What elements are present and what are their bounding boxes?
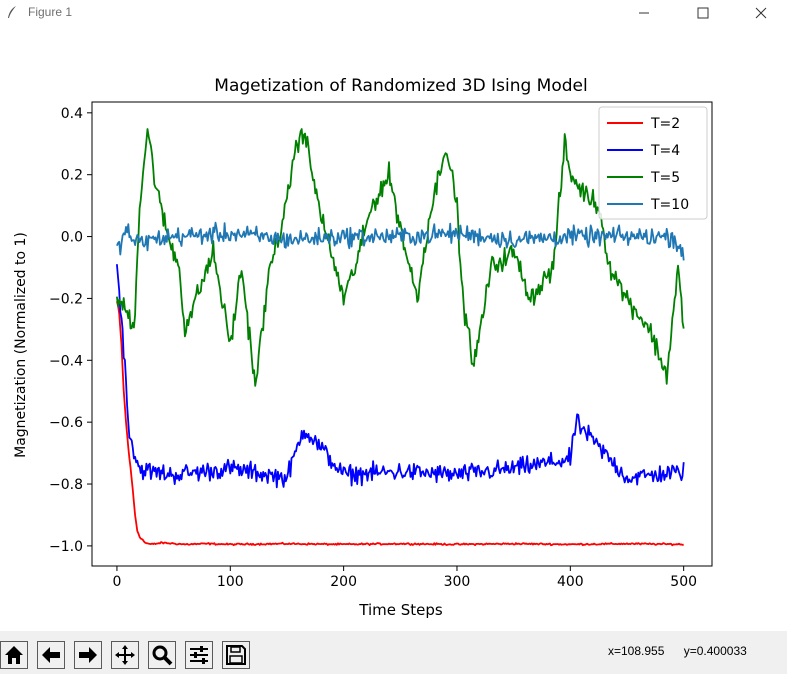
x-tick-label: 100 xyxy=(217,574,244,590)
chart: Magetization of Randomized 3D Ising Mode… xyxy=(13,76,713,619)
zoom-button[interactable] xyxy=(148,641,176,669)
save-icon xyxy=(226,645,246,665)
x-tick-label: 300 xyxy=(444,574,471,590)
series-line-t4 xyxy=(116,264,685,489)
forward-button[interactable] xyxy=(74,641,102,669)
legend-label: T=10 xyxy=(650,197,689,213)
series-line-t10 xyxy=(116,221,685,261)
pan-icon xyxy=(115,645,135,665)
figure-canvas[interactable]: Magetization of Randomized 3D Ising Mode… xyxy=(0,26,787,631)
y-tick-label: −1.0 xyxy=(49,539,83,555)
feather-app-icon xyxy=(8,6,16,18)
navigation-toolbar: x=108.955 y=0.400033 xyxy=(0,631,787,674)
home-icon xyxy=(5,646,23,664)
configure-subplots-icon xyxy=(190,646,208,664)
legend-label: T=4 xyxy=(650,143,680,159)
close-icon xyxy=(755,7,767,19)
series-line-t5 xyxy=(116,128,685,387)
plot-frame xyxy=(91,101,713,567)
home-button[interactable] xyxy=(0,641,28,669)
x-tick-label: 500 xyxy=(670,574,697,590)
y-tick-label: 0.4 xyxy=(61,106,83,122)
x-tick-label: 400 xyxy=(557,574,584,590)
cursor-coordinates: x=108.955 y=0.400033 xyxy=(608,644,747,658)
window-titlebar: Figure 1 xyxy=(0,0,787,26)
y-tick-label: 0.2 xyxy=(61,168,83,184)
y-coordinate-readout: y=0.400033 xyxy=(683,644,747,658)
legend-label: T=2 xyxy=(650,116,680,132)
back-button[interactable] xyxy=(37,641,65,669)
legend-box xyxy=(598,106,708,220)
legend-label: T=5 xyxy=(650,170,680,186)
y-tick-label: −0.2 xyxy=(49,291,83,307)
configure-subplots-button[interactable] xyxy=(185,641,213,669)
window-title: Figure 1 xyxy=(28,5,73,19)
back-arrow-icon xyxy=(42,647,60,663)
close-button[interactable] xyxy=(738,0,784,26)
series-line-t2 xyxy=(116,301,684,547)
maximize-icon xyxy=(697,7,709,19)
y-tick-label: −0.8 xyxy=(49,477,83,493)
y-tick-label: −0.6 xyxy=(49,415,83,431)
x-coordinate-readout: x=108.955 xyxy=(608,644,665,658)
y-tick-label: 0.0 xyxy=(61,230,83,246)
y-axis-label: Magnetization (Normalized to 1) xyxy=(13,232,29,458)
minimize-icon xyxy=(639,12,649,14)
x-axis-label: Time Steps xyxy=(358,601,443,619)
minimize-button[interactable] xyxy=(621,0,667,26)
x-tick-label: 0 xyxy=(112,574,121,590)
save-button[interactable] xyxy=(222,641,250,669)
x-tick-label: 200 xyxy=(330,574,357,590)
forward-arrow-icon xyxy=(79,647,97,663)
y-tick-label: −0.4 xyxy=(49,353,83,369)
maximize-button[interactable] xyxy=(680,0,726,26)
pan-button[interactable] xyxy=(111,641,139,669)
chart-title: Magetization of Randomized 3D Ising Mode… xyxy=(214,76,587,96)
zoom-icon xyxy=(152,645,173,666)
